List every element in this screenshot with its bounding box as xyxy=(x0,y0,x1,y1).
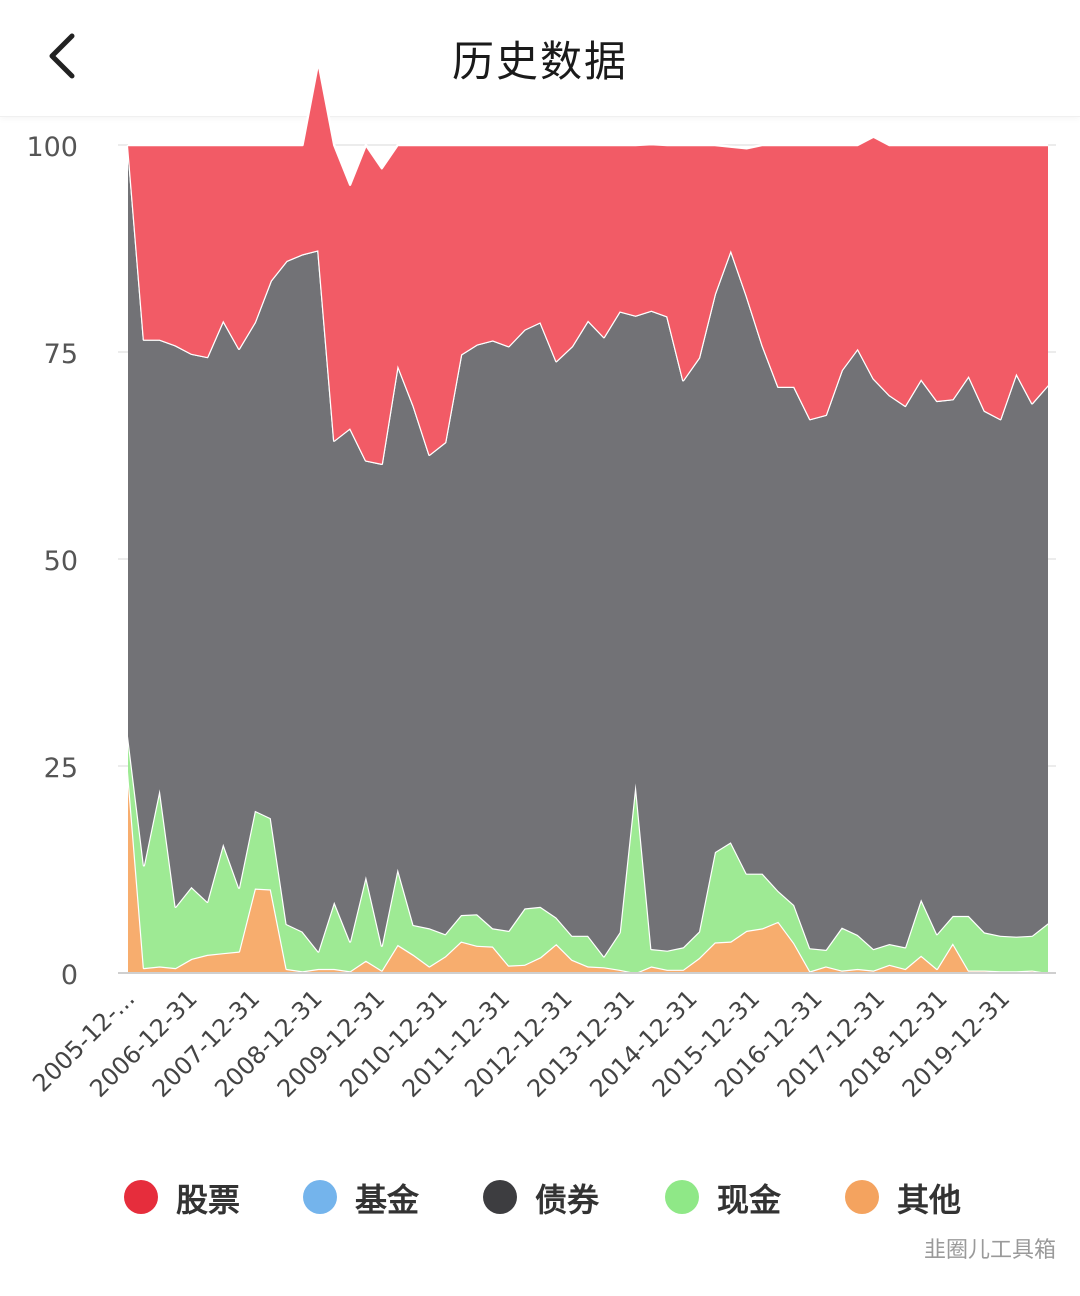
y-tick-label: 50 xyxy=(44,546,78,577)
history-area-chart: 02550751002005-12-...2006-12-312007-12-3… xyxy=(26,61,1056,1103)
y-tick-label: 100 xyxy=(26,132,78,163)
chevron-left-icon xyxy=(49,33,75,79)
legend-label-stock: 股票 xyxy=(176,1181,241,1219)
back-button[interactable] xyxy=(36,22,100,90)
area-series-股票 xyxy=(128,62,1048,464)
header-bar: 历史数据 xyxy=(0,0,1080,117)
chart-legend: 股票 基金 债券 现金 其他 xyxy=(0,1170,1080,1226)
legend-label-fund: 基金 xyxy=(355,1181,420,1219)
legend-label-bond: 债券 xyxy=(535,1181,600,1219)
area-boundary-股票 xyxy=(128,61,1048,186)
legend-dot-cash xyxy=(665,1180,699,1214)
y-tick-label: 0 xyxy=(61,960,78,991)
y-tick-label: 75 xyxy=(44,339,78,370)
legend-dot-other xyxy=(845,1180,879,1214)
legend-label-cash: 现金 xyxy=(717,1181,782,1219)
chart-areas xyxy=(126,61,1049,975)
legend-label-other: 其他 xyxy=(897,1181,962,1219)
legend-dot-fund xyxy=(303,1180,337,1214)
page-title: 历史数据 xyxy=(451,37,628,86)
area-series-其他 xyxy=(128,771,1048,973)
y-tick-label: 25 xyxy=(44,753,78,784)
legend-dot-bond xyxy=(483,1180,517,1214)
legend-dot-stock xyxy=(124,1180,158,1214)
watermark: 韭圈儿工具箱 xyxy=(923,1238,1056,1263)
area-series-债券 xyxy=(128,145,1048,957)
